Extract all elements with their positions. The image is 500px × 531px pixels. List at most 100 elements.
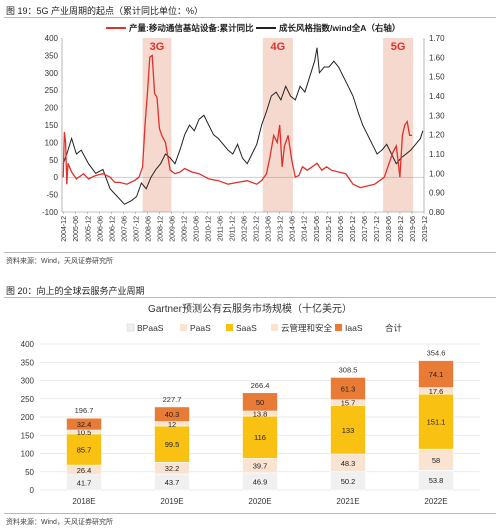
- x-tick-label: 2010-06: [193, 216, 200, 242]
- y-tick-label: 250: [21, 395, 35, 404]
- figure1-top-rule: [4, 17, 496, 18]
- highlight-band-5g: [383, 38, 414, 212]
- figure2-top-rule: [4, 297, 496, 298]
- chart-production-vs-growth: 3G 4G 5G 400 350 300 250 200 150 100 50 0 -50 -100 1.7…: [42, 23, 445, 242]
- highlight-band-3g: [142, 38, 172, 212]
- x-tick-label: 2017-06: [362, 216, 369, 242]
- x-tick-label: 2015-06: [314, 216, 321, 242]
- right-y-tick-label: 1.10: [429, 150, 445, 159]
- x-tick-label: 2018-06: [386, 216, 393, 242]
- series-line-production: [62, 54, 412, 189]
- annotation-3g: 3G: [150, 41, 165, 53]
- bar-value-label: 17.6: [429, 387, 444, 396]
- left-y-tick-label: 0: [54, 173, 59, 182]
- x-tick-label: 2019-12: [422, 216, 429, 242]
- legend-label-production: 产量:移动通信基站设备:累计同比: [129, 23, 254, 33]
- bar-segment-PaaS: [242, 458, 278, 474]
- legend-swatch-0: [126, 323, 135, 332]
- right-y-tick-label: 1.50: [429, 73, 445, 82]
- x-tick-label: 2007-06: [121, 216, 128, 242]
- x-tick-label: 2016-06: [338, 216, 345, 242]
- left-y-tick-label: 50: [49, 156, 58, 165]
- x-tick-label: 2009-12: [181, 216, 188, 242]
- legend-label-4: IaaS: [345, 323, 363, 333]
- bar-segment-BPaaS: [154, 473, 190, 491]
- bar-segment-PaaS: [66, 464, 102, 476]
- right-y-tick-label: 1.60: [429, 53, 445, 62]
- bar-segment-IaaS: [242, 392, 278, 412]
- bar-segment-PaaS: [330, 453, 366, 472]
- bar-total-label: 308.5: [339, 365, 358, 374]
- figure2-bottom-rule: [4, 513, 496, 514]
- x-tick-label: 2014-06: [290, 216, 297, 242]
- bar-segment-SaaS: [330, 405, 366, 455]
- y-tick-label: 300: [21, 377, 35, 386]
- legend-swatch-3: [271, 324, 278, 331]
- x-tick-label: 2007-12: [133, 216, 140, 242]
- x-tick-label: 2004-12: [61, 216, 68, 242]
- x-tick-label: 2005-12: [85, 216, 92, 242]
- y-tick-label: 50: [25, 468, 34, 477]
- x-category-label: 2021E: [336, 497, 359, 506]
- x-tick-label: 2017-12: [374, 216, 381, 242]
- bar-segment-BPaaS: [330, 471, 366, 491]
- x-tick-label: 2008-06: [145, 216, 152, 242]
- right-y-tick-label: 1.20: [429, 131, 445, 140]
- left-y-tick-label: 150: [45, 121, 59, 130]
- bar-value-label: 26.4: [77, 466, 92, 475]
- highlight-band-4g: [262, 38, 293, 212]
- bar-value-label: 39.7: [253, 462, 268, 471]
- bar-segment-云管理和安全: [418, 387, 454, 395]
- x-tick-label: 2012-12: [254, 216, 261, 242]
- right-y-tick-label: 1.00: [429, 169, 445, 178]
- legend-swatch-4: [335, 324, 342, 331]
- bar-value-label: 53.8: [429, 476, 444, 485]
- bar-segment-云管理和安全: [154, 421, 190, 427]
- legend-label-3: 云管理和安全: [281, 323, 333, 333]
- bar-value-label: 151.1: [427, 418, 446, 427]
- left-y-tick-label: -100: [42, 208, 59, 217]
- bar-value-label: 99.5: [165, 440, 180, 449]
- right-y-tick-label: 1.30: [429, 111, 445, 120]
- x-tick-label: 2012-06: [242, 216, 249, 242]
- x-tick-label: 2019-06: [410, 216, 417, 242]
- legend-swatch-1: [180, 324, 187, 331]
- figure1-caption: 图 19：5G 产业周期的起点（累计同比单位：%）: [6, 6, 204, 16]
- x-tick-label: 2013-12: [278, 216, 285, 242]
- figure1-bottom-rule: [4, 252, 496, 253]
- bar-segment-BPaaS: [66, 474, 102, 491]
- bar-value-label: 40.3: [165, 410, 180, 419]
- x-category-label: 2018E: [72, 497, 95, 506]
- y-tick-label: 100: [21, 450, 35, 459]
- bar-segment-SaaS: [66, 433, 102, 466]
- legend-label-2: SaaS: [236, 323, 257, 333]
- x-tick-label: 2015-12: [326, 216, 333, 242]
- bar-value-label: 58: [432, 456, 440, 465]
- bar-value-label: 48.3: [341, 459, 356, 468]
- bar-value-label: 46.9: [253, 477, 268, 486]
- x-tick-label: 2005-06: [73, 216, 80, 242]
- bar-value-label: 43.7: [165, 478, 180, 487]
- bar-segment-PaaS: [418, 448, 454, 471]
- bar-value-label: 61.3: [341, 385, 356, 394]
- right-y-tick-label: 1.40: [429, 92, 445, 101]
- x-tick-label: 2013-06: [266, 216, 273, 242]
- left-y-tick-label: 400: [45, 34, 59, 43]
- bar-value-label: 85.7: [77, 446, 92, 455]
- legend-label-1: PaaS: [190, 323, 211, 333]
- y-tick-label: 150: [21, 431, 35, 440]
- bar-segment-IaaS: [418, 360, 454, 388]
- bar-segment-PaaS: [154, 461, 190, 475]
- y-tick-label: 400: [21, 340, 35, 349]
- left-y-tick-label: 250: [45, 86, 59, 95]
- bar-segment-BPaaS: [242, 472, 278, 491]
- x-tick-label: 2010-12: [206, 216, 213, 242]
- chart-title: Gartner预测公有云服务市场规模（十亿美元）: [148, 302, 352, 315]
- bar-value-label: 12: [168, 420, 176, 429]
- x-tick-label: 2006-12: [109, 216, 116, 242]
- figure2-source: 资料来源：Wind，天风证券研究所: [6, 519, 113, 526]
- left-y-tick-label: 100: [45, 138, 59, 147]
- x-tick-label: 2018-12: [398, 216, 405, 242]
- right-y-tick-label: 1.70: [429, 34, 445, 43]
- bar-value-label: 32.4: [77, 420, 92, 429]
